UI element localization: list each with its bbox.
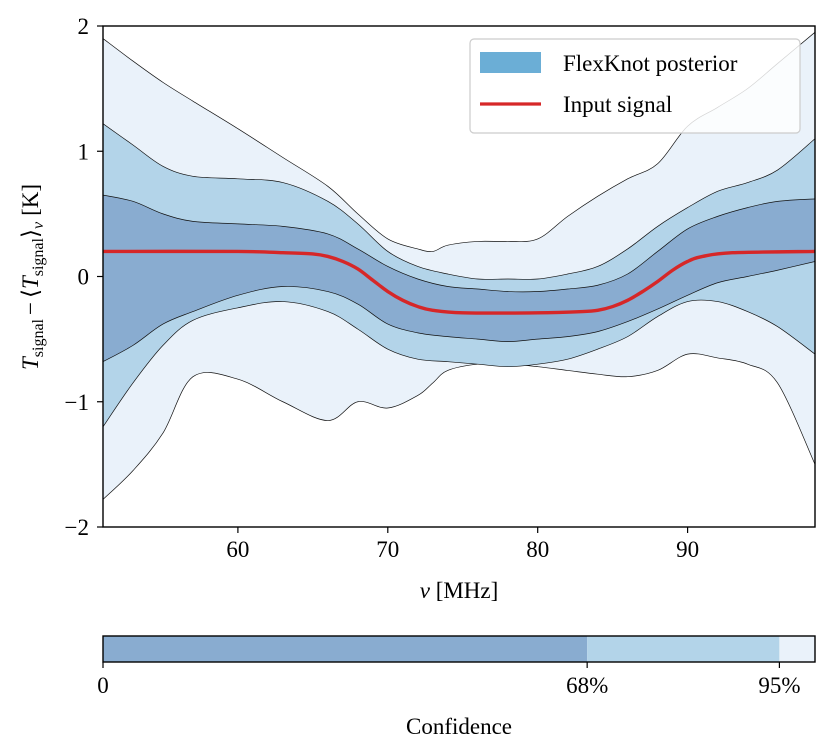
colorbar-tick-label: 68% xyxy=(566,673,608,698)
x-tick-label: 90 xyxy=(676,537,699,562)
y-tick-label: −2 xyxy=(65,515,89,540)
y-tick-label: −1 xyxy=(65,390,89,415)
y-label-open: ⟨ xyxy=(18,289,43,298)
colorbar-tick-label: 0 xyxy=(97,673,109,698)
x-axis-symbol: ν xyxy=(420,578,431,603)
legend: FlexKnot posterior Input signal xyxy=(469,38,801,134)
x-axis-unit: [MHz] xyxy=(436,578,499,603)
y-label-unit: [K] xyxy=(18,184,43,216)
colorbar-segment xyxy=(103,636,588,662)
colorbar-segment xyxy=(779,636,815,662)
colorbar-ticks: 0 68% 95% xyxy=(97,662,800,698)
y-tick-label: 0 xyxy=(78,265,90,290)
input-signal-line xyxy=(103,249,815,315)
legend-label-input-signal: Input signal xyxy=(563,92,672,117)
colorbar-label: Confidence xyxy=(406,714,512,739)
x-tick-label: 70 xyxy=(376,537,399,562)
confidence-band-1 xyxy=(103,123,815,428)
legend-label-flexknot: FlexKnot posterior xyxy=(563,51,738,76)
x-tick-label: 80 xyxy=(526,537,549,562)
y-label-T: T xyxy=(18,355,43,370)
y-label-nu: ν xyxy=(30,221,47,229)
y-axis-label: Tsignal−⟨Tsignal⟩ν[K] xyxy=(18,184,47,370)
y-label-close: ⟩ xyxy=(18,229,43,238)
confidence-band-2 xyxy=(103,194,815,363)
y-label-T2: T xyxy=(18,274,43,289)
colorbar-tick-label: 95% xyxy=(758,673,800,698)
colorbar-frame xyxy=(102,635,816,663)
confidence-bands xyxy=(103,31,815,500)
colorbar-segment xyxy=(587,636,780,662)
legend-box xyxy=(469,38,801,134)
y-tick-label: 2 xyxy=(78,14,90,39)
confidence-band-0 xyxy=(103,31,815,500)
signal-layer xyxy=(103,249,815,315)
y-tick-label: 1 xyxy=(78,139,90,164)
y-label-minus: − xyxy=(18,302,43,315)
plot-area: 60 70 80 90 −2 −1 0 1 2 xyxy=(65,14,816,562)
y-label-sub-2: signal xyxy=(30,237,47,276)
x-axis-ticks: 60 70 80 90 xyxy=(226,527,699,562)
colorbar: 0 68% 95% Confidence xyxy=(97,635,816,739)
y-axis-ticks: −2 −1 0 1 2 xyxy=(65,14,103,540)
colorbar-segments xyxy=(103,636,815,662)
x-tick-label: 60 xyxy=(226,537,249,562)
x-axis-label: ν [MHz] xyxy=(420,578,499,603)
legend-patch-flexknot xyxy=(480,52,541,73)
y-label-sub-1: signal xyxy=(30,318,47,357)
